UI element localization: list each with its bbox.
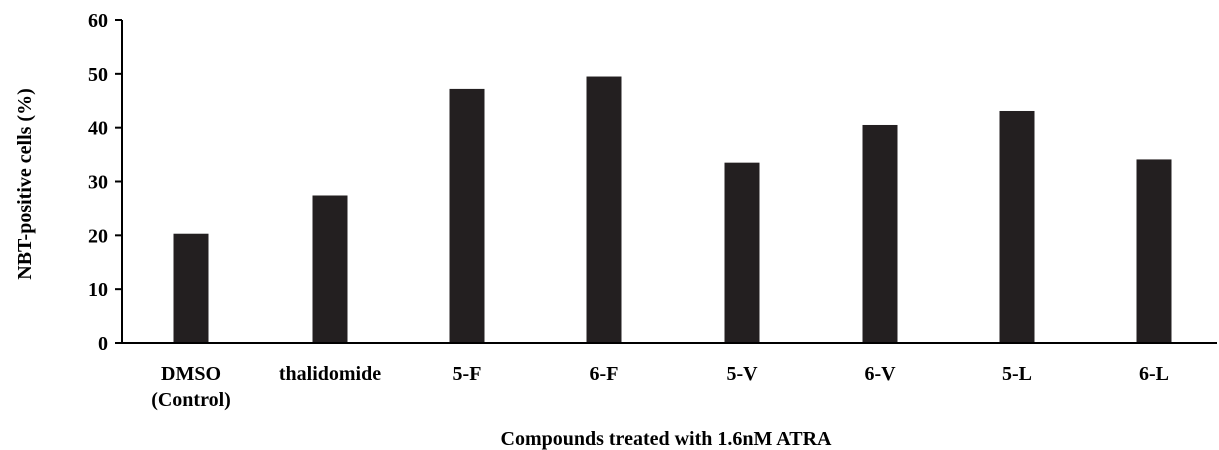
y-tick-label: 40 xyxy=(88,118,108,140)
bar xyxy=(173,233,209,343)
bars xyxy=(173,76,1172,344)
x-axis-title: Compounds treated with 1.6nM ATRA xyxy=(501,428,833,450)
x-tick-label: 5-V xyxy=(726,363,758,385)
y-tick-label: 0 xyxy=(98,333,108,355)
y-axis-title: NBT-positive cells (%) xyxy=(14,88,36,279)
y-axis: 0 10 20 30 40 50 60 xyxy=(88,10,123,355)
x-tick-label: 6-F xyxy=(590,363,619,385)
y-tick-label: 30 xyxy=(88,172,108,194)
y-tick-label: 60 xyxy=(88,10,108,32)
bar xyxy=(1136,159,1172,343)
x-axis: DMSO (Control) thalidomide 5-F 6-F 5-V 6-V 5-L 6… xyxy=(122,342,1217,411)
y-tick-label: 10 xyxy=(88,279,108,301)
x-tick-label: 5-F xyxy=(453,363,482,385)
x-tick-label: thalidomide xyxy=(279,363,381,385)
y-tick-label: 20 xyxy=(88,225,108,247)
x-tick-label: 6-L xyxy=(1139,363,1169,385)
bar xyxy=(999,110,1035,343)
bar xyxy=(724,162,760,343)
bar xyxy=(312,195,348,343)
bar xyxy=(862,124,898,343)
y-tick-label: 50 xyxy=(88,64,108,86)
bar xyxy=(586,76,622,344)
x-tick-label: 6-V xyxy=(864,363,896,385)
bar xyxy=(449,88,485,343)
x-tick-label: 5-L xyxy=(1002,363,1032,385)
x-tick-label: DMSO (Control) xyxy=(151,363,231,411)
